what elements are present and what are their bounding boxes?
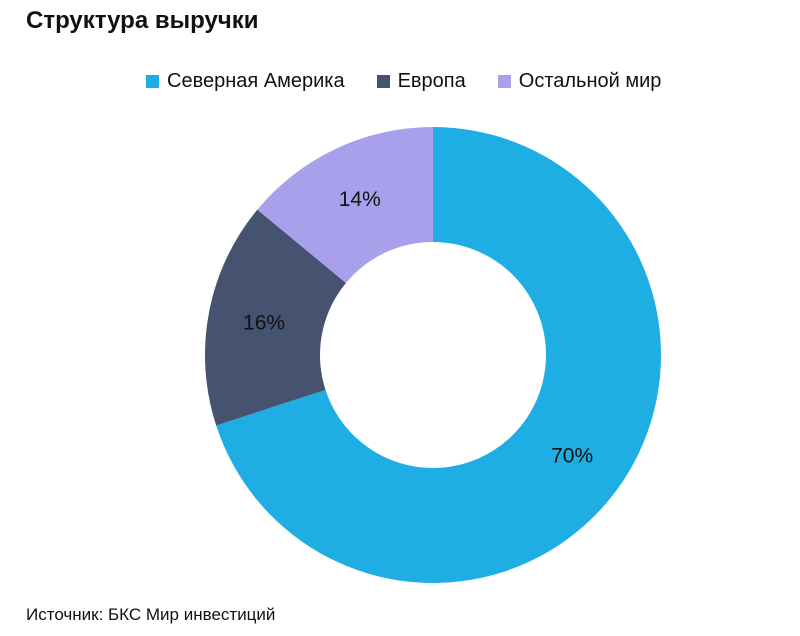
slice-europe xyxy=(204,209,346,426)
legend-label-north-america: Северная Америка xyxy=(167,70,345,92)
slice-label-europe: 16% xyxy=(243,311,285,334)
legend-swatch-north-america xyxy=(146,74,159,88)
donut-chart: 70% 16% 14% xyxy=(204,127,661,583)
slice-label-north-america: 70% xyxy=(551,445,593,468)
legend-item-rest-of-world: Остальной мир xyxy=(497,68,662,94)
legend-swatch-rest-of-world xyxy=(497,74,511,88)
slice-rest-of-world xyxy=(257,127,433,283)
legend-label-rest-of-world: Остальной мир xyxy=(518,70,662,92)
chart-title: Структура выручки xyxy=(26,7,259,34)
legend-item-europe: Европа xyxy=(376,68,466,94)
slice-north-america xyxy=(216,127,661,583)
chart-legend: Северная Америка Европа Остальной мир xyxy=(146,68,661,94)
legend-item-north-america: Северная Америка xyxy=(146,68,345,94)
slice-label-rest-of-world: 14% xyxy=(339,188,381,211)
legend-swatch-europe xyxy=(376,74,390,88)
source-note: Источник: БКС Мир инвестиций xyxy=(26,605,276,624)
legend-label-europe: Европа xyxy=(397,70,466,92)
